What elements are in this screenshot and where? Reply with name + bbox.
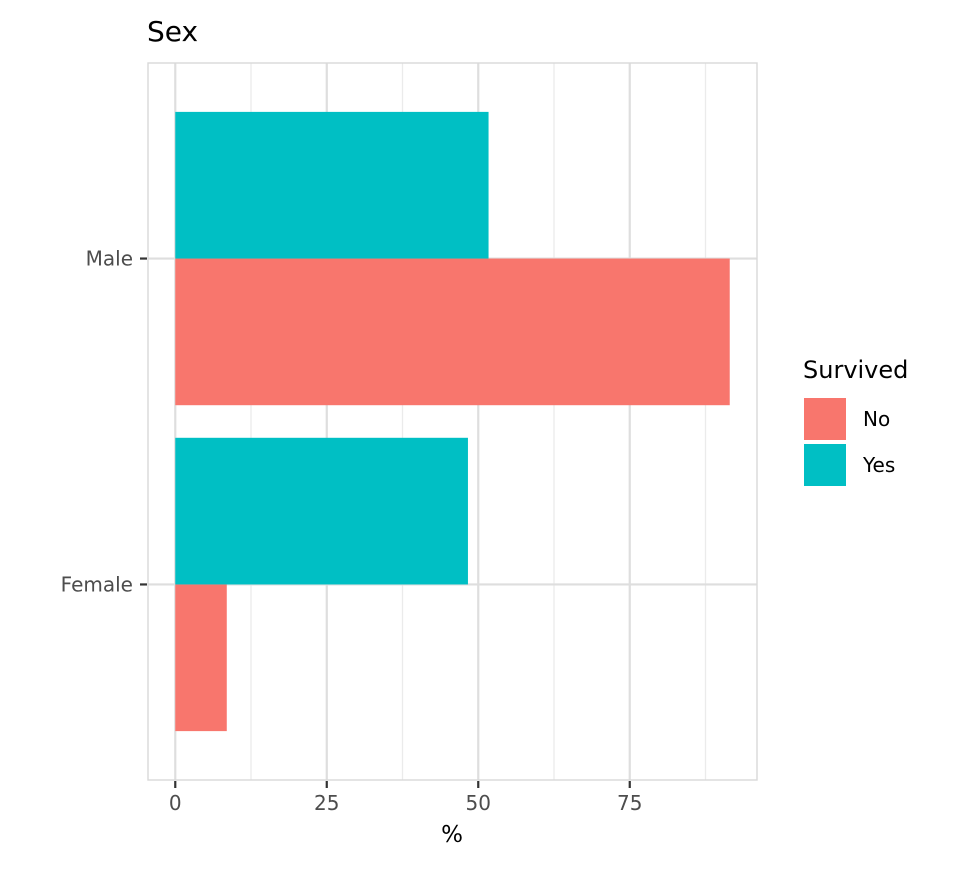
x-axis-title: % <box>441 822 463 848</box>
bar-no-male <box>175 258 730 406</box>
legend-label-no: No <box>863 407 890 431</box>
chart-title: Sex <box>147 15 198 48</box>
x-tick-label: 25 <box>314 791 339 815</box>
y-tick-label: Male <box>86 247 133 271</box>
legend-label-yes: Yes <box>862 453 895 477</box>
legend-key-no <box>804 398 846 440</box>
x-tick-label: 50 <box>466 791 491 815</box>
bar-no-female <box>175 584 227 732</box>
x-tick-label: 75 <box>617 791 642 815</box>
bar-yes-female <box>175 437 468 585</box>
plot-panel: Female Male 0 25 50 75 <box>61 62 758 815</box>
legend-title: Survived <box>803 356 908 384</box>
legend: Survived No Yes <box>803 356 908 486</box>
y-tick-label: Female <box>61 572 133 596</box>
legend-key-yes <box>804 444 846 486</box>
x-tick-label: 0 <box>169 791 182 815</box>
bar-yes-male <box>175 111 489 259</box>
panel-border <box>147 62 758 781</box>
